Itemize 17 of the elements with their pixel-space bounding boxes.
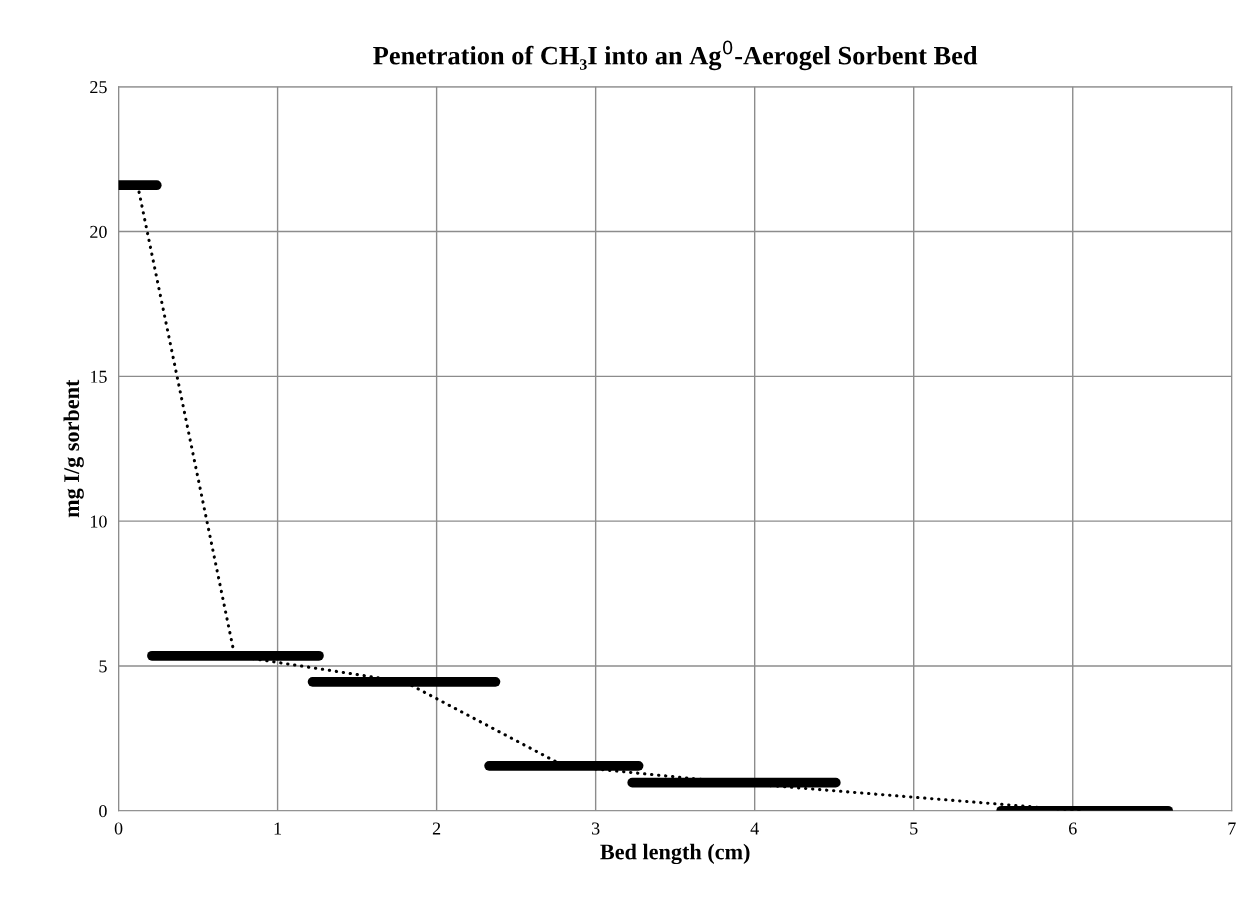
x-tick-label: 5 xyxy=(910,822,918,835)
y-tick-label: 20 xyxy=(90,225,107,238)
y-tick-label: 25 xyxy=(90,81,107,94)
x-tick-label: 2 xyxy=(432,822,441,835)
y-axis-title: mg I/g sorbent xyxy=(63,379,84,518)
x-tick-label: 7 xyxy=(1228,822,1236,835)
chart-title: Penetration of CH₃I into an Ag$^{0}$-Aerogel Sorbent Bed xyxy=(373,40,978,71)
y-tick-label: 5 xyxy=(99,660,107,673)
x-tick-label: 3 xyxy=(592,822,600,835)
x-tick-label: 1 xyxy=(274,822,282,835)
x-tick-label: 0 xyxy=(114,822,123,835)
y-tick-label: 0 xyxy=(99,805,107,818)
y-tick-label: 10 xyxy=(90,515,107,528)
x-tick-label: 4 xyxy=(750,822,759,835)
x-axis-title: Bed length (cm) xyxy=(600,843,750,865)
y-tick-label: 15 xyxy=(90,370,107,383)
x-tick-label: 6 xyxy=(1069,822,1077,835)
